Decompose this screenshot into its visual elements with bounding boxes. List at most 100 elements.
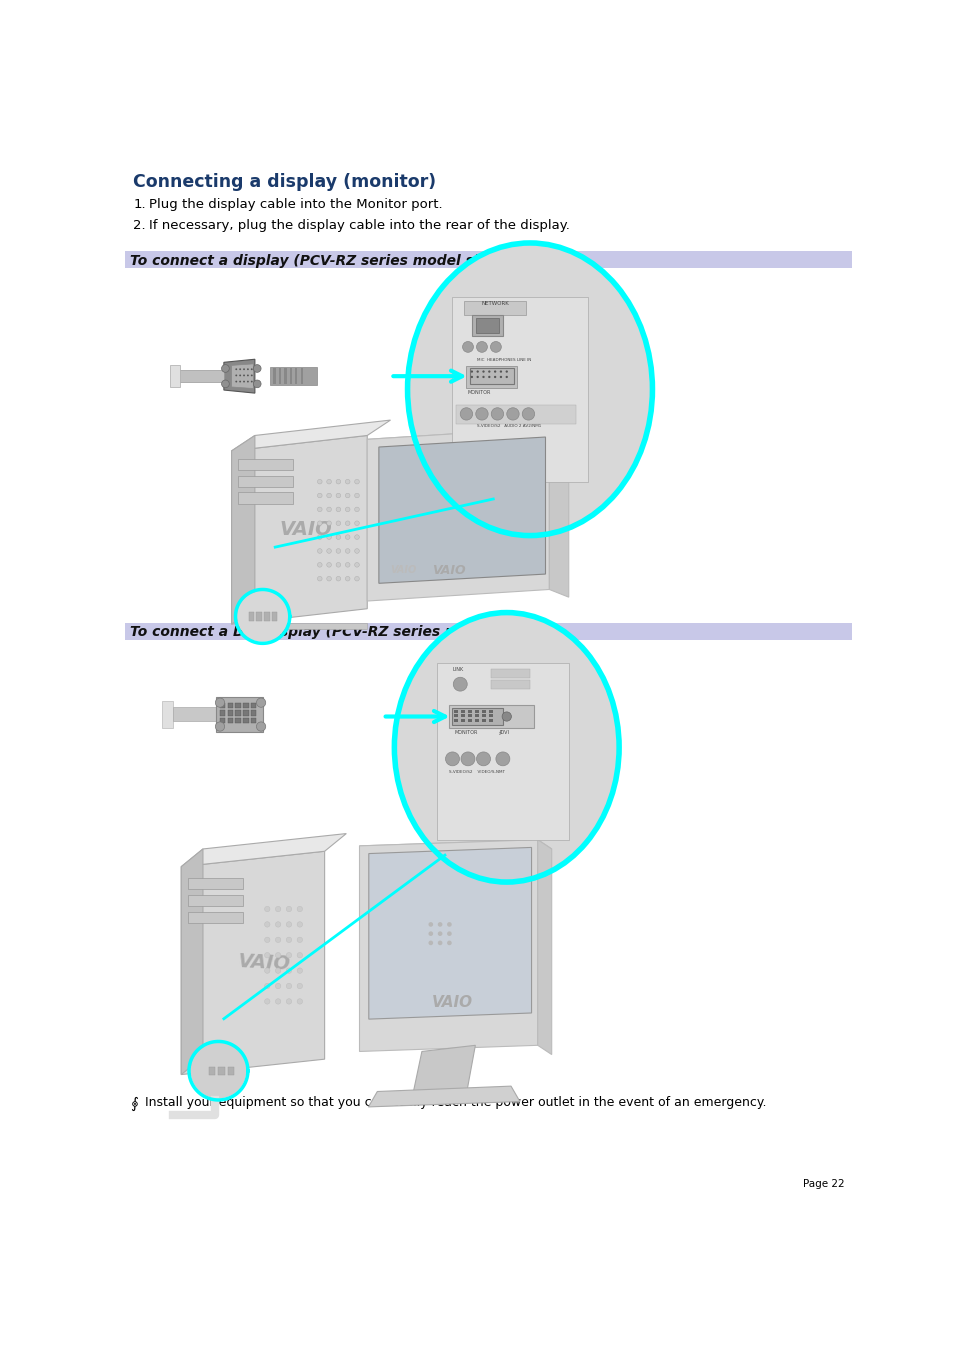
Text: S-VIDEO/S2   AUDIO 2 AV2/NM1: S-VIDEO/S2 AUDIO 2 AV2/NM1 — [476, 424, 541, 428]
Bar — [481, 709, 485, 713]
Circle shape — [296, 952, 302, 958]
Circle shape — [235, 374, 237, 377]
Text: 1.: 1. — [133, 197, 146, 211]
Circle shape — [235, 369, 237, 370]
Bar — [235, 703, 241, 708]
Circle shape — [355, 493, 359, 497]
Polygon shape — [367, 428, 549, 601]
Circle shape — [476, 342, 487, 353]
Bar — [170, 365, 180, 386]
Circle shape — [470, 376, 473, 378]
Circle shape — [437, 923, 442, 927]
Bar — [228, 719, 233, 723]
Bar — [475, 715, 478, 717]
Circle shape — [264, 952, 270, 958]
Circle shape — [335, 562, 340, 567]
Circle shape — [286, 998, 292, 1004]
Text: VAIO: VAIO — [431, 996, 473, 1011]
Bar — [235, 719, 241, 723]
Polygon shape — [232, 435, 254, 624]
Circle shape — [215, 721, 224, 731]
Circle shape — [296, 907, 302, 912]
Circle shape — [345, 535, 350, 539]
Circle shape — [317, 549, 322, 554]
Circle shape — [501, 712, 511, 721]
Text: VAIO: VAIO — [432, 563, 465, 577]
Circle shape — [253, 365, 261, 373]
Circle shape — [286, 967, 292, 973]
Circle shape — [317, 577, 322, 581]
Bar — [476, 317, 498, 334]
Circle shape — [296, 984, 302, 989]
Bar — [460, 719, 464, 721]
Circle shape — [437, 940, 442, 946]
Bar — [238, 476, 293, 488]
Text: S-VIDEO/S2    VIDEO/S-NMT: S-VIDEO/S2 VIDEO/S-NMT — [448, 770, 504, 774]
Bar — [460, 709, 464, 713]
Polygon shape — [224, 359, 254, 393]
Bar — [452, 708, 502, 725]
Circle shape — [496, 753, 509, 766]
Bar — [228, 703, 233, 708]
Circle shape — [488, 376, 490, 378]
Circle shape — [275, 984, 280, 989]
Circle shape — [335, 549, 340, 554]
Bar — [469, 369, 513, 384]
Polygon shape — [181, 851, 324, 1074]
Text: VAIO: VAIO — [279, 520, 333, 539]
Circle shape — [286, 984, 292, 989]
Circle shape — [327, 480, 331, 484]
Circle shape — [264, 998, 270, 1004]
Bar — [239, 623, 367, 628]
Bar — [460, 715, 464, 717]
Bar — [249, 612, 253, 621]
Circle shape — [317, 507, 322, 512]
Circle shape — [296, 921, 302, 927]
Polygon shape — [232, 435, 367, 624]
Circle shape — [327, 549, 331, 554]
Text: If necessary, plug the display cable into the rear of the display.: If necessary, plug the display cable int… — [149, 219, 569, 232]
Text: Page 22: Page 22 — [802, 1178, 843, 1189]
Circle shape — [275, 998, 280, 1004]
Bar — [173, 708, 216, 721]
Circle shape — [345, 507, 350, 512]
Polygon shape — [216, 697, 262, 732]
Circle shape — [317, 521, 322, 526]
Circle shape — [247, 381, 249, 382]
Circle shape — [345, 562, 350, 567]
Circle shape — [264, 907, 270, 912]
Circle shape — [437, 931, 442, 936]
Polygon shape — [181, 834, 346, 867]
Text: MONITOR: MONITOR — [454, 731, 476, 735]
Polygon shape — [368, 1086, 519, 1106]
Circle shape — [286, 938, 292, 943]
Circle shape — [482, 370, 484, 373]
Bar — [256, 612, 261, 621]
Text: To connect a DVI display (PCV-RZ series model shown): To connect a DVI display (PCV-RZ series … — [130, 626, 554, 639]
Circle shape — [345, 577, 350, 581]
Circle shape — [345, 493, 350, 497]
Circle shape — [499, 376, 501, 378]
Circle shape — [275, 921, 280, 927]
Circle shape — [447, 940, 452, 946]
Bar — [235, 711, 241, 716]
Bar — [189, 912, 243, 923]
Circle shape — [490, 342, 500, 353]
Circle shape — [243, 369, 245, 370]
Circle shape — [327, 507, 331, 512]
Bar — [488, 715, 493, 717]
Circle shape — [428, 940, 433, 946]
Circle shape — [447, 923, 452, 927]
Circle shape — [355, 535, 359, 539]
Bar — [220, 711, 225, 716]
Circle shape — [256, 721, 266, 731]
Circle shape — [215, 698, 224, 708]
Ellipse shape — [394, 612, 618, 882]
Circle shape — [296, 998, 302, 1004]
Circle shape — [355, 507, 359, 512]
Bar — [220, 719, 225, 723]
Bar — [125, 623, 852, 639]
Bar — [468, 709, 472, 713]
Circle shape — [355, 549, 359, 554]
Bar — [125, 638, 852, 1081]
